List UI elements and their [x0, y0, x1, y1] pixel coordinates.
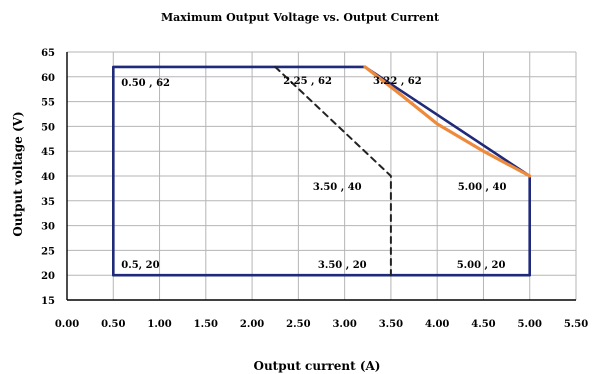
y-tick-label: 20	[41, 271, 55, 282]
series-line-2	[274, 65, 392, 277]
x-axis-label: Output current (A)	[254, 359, 381, 373]
axes: 0.00 0.50 1.00 1.50 2.00 2.50 3.00 3.50 4.00 4.50…	[41, 48, 588, 330]
y-tick-label: 60	[41, 73, 55, 84]
x-tick-label: 2.50	[286, 319, 310, 330]
y-tick-label: 15	[41, 296, 55, 307]
x-tick-label: 0.00	[55, 319, 79, 330]
annotation-label: 5.00 , 20	[457, 260, 506, 271]
y-tick-label: 50	[41, 122, 55, 133]
x-tick-label: 4.00	[425, 319, 449, 330]
y-axis-label: Output voltage (V)	[11, 111, 25, 236]
annotation-label: 3.22 , 62	[373, 76, 422, 87]
x-tick-label: 1.50	[194, 319, 218, 330]
annotation-label: 3.50 , 40	[313, 182, 362, 193]
x-tick-label: 4.50	[471, 319, 495, 330]
y-tick-label: 65	[41, 48, 55, 59]
x-tick-label: 0.50	[101, 319, 125, 330]
annotation-label: 3.50 , 20	[318, 260, 367, 271]
series-line-1	[112, 65, 532, 277]
y-tick-label: 55	[41, 98, 55, 109]
annotation-label: 0.50 , 62	[121, 78, 170, 89]
x-tick-label: 5.50	[564, 319, 588, 330]
x-tick-label: 5.00	[518, 319, 542, 330]
annotation-label: 0.5, 20	[121, 260, 159, 271]
chart-title: Maximum Output Voltage vs. Output Curren…	[161, 11, 440, 24]
annotation-label: 5.00 , 40	[458, 182, 507, 193]
y-tick-label: 40	[41, 172, 55, 183]
y-tick-label: 35	[41, 197, 55, 208]
y-tick-label: 45	[41, 147, 55, 158]
annotation-label: 2.25 , 62	[283, 76, 332, 87]
series	[112, 65, 532, 277]
x-tick-label: 2.00	[240, 319, 264, 330]
y-tick-label: 25	[41, 246, 55, 257]
x-tick-label: 3.00	[332, 319, 356, 330]
y-tick-label: 30	[41, 222, 55, 233]
annotations: 0.50 , 62 2.25 , 62 3.22 , 62 3.50 , 40 5.00…	[121, 76, 506, 271]
x-tick-label: 3.50	[379, 319, 403, 330]
x-tick-label: 1.00	[147, 319, 171, 330]
series-line-3	[363, 65, 532, 178]
